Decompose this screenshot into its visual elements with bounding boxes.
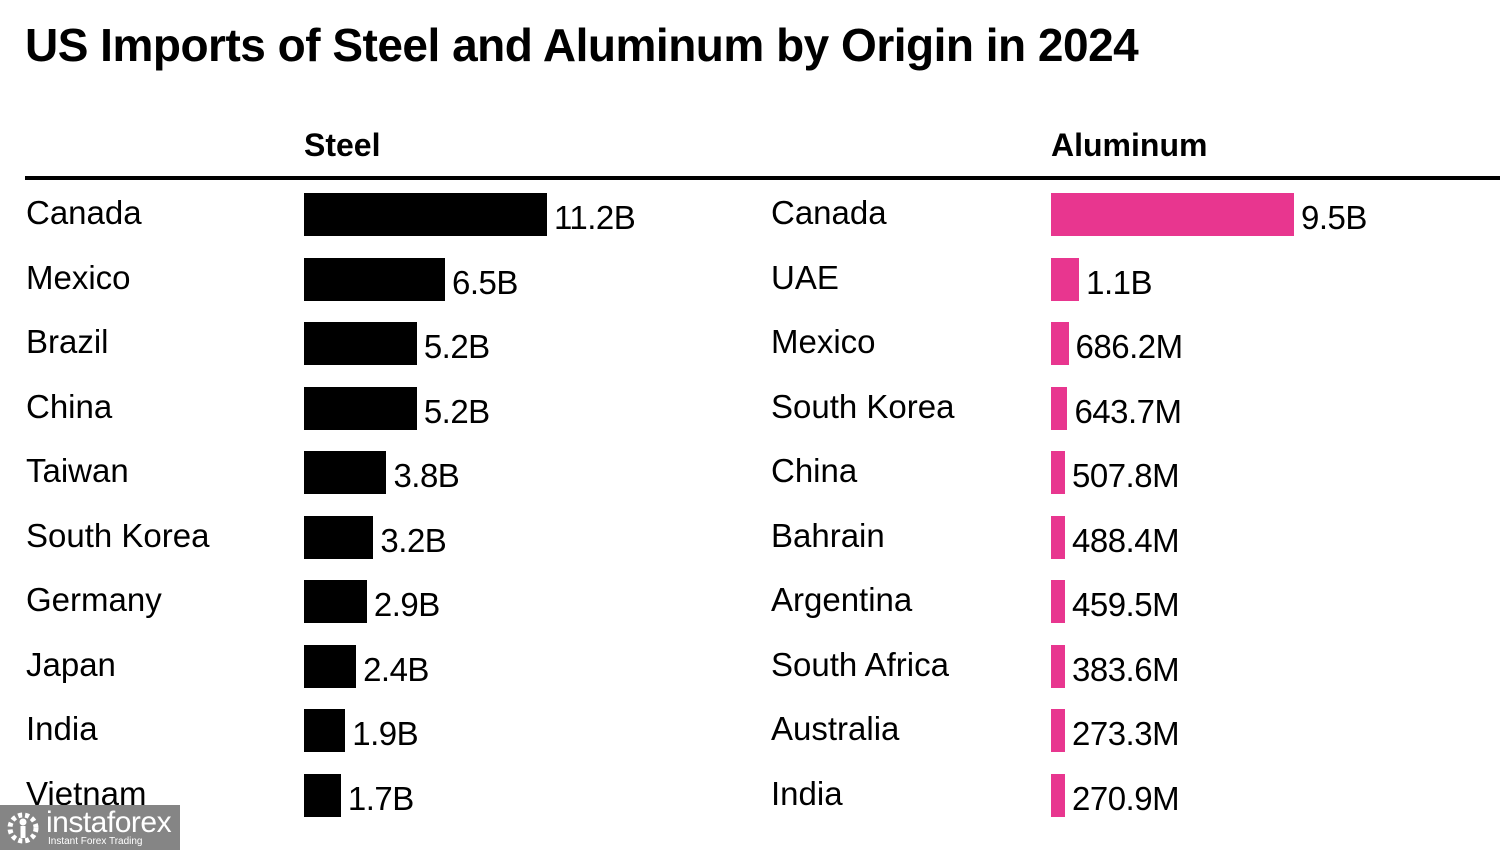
steel-bar [304, 322, 417, 365]
steel-value-label: 11.2B [554, 199, 636, 236]
aluminum-panel-heading: Aluminum [1051, 127, 1208, 163]
aluminum-value-label: 273.3M [1072, 715, 1180, 752]
steel-category-label: Taiwan [26, 452, 129, 489]
steel-value-label: 1.9B [352, 715, 419, 752]
aluminum-value-label: 9.5B [1301, 199, 1367, 236]
steel-category-label: Japan [26, 645, 116, 683]
steel-value-label: 5.2B [423, 392, 490, 430]
gear-person-icon [7, 812, 39, 844]
aluminum-value-label: 459.5M [1072, 586, 1180, 623]
steel-value-label: 5.2B [423, 328, 490, 365]
aluminum-bar [1051, 644, 1065, 688]
aluminum-category-label: Bahrain [771, 516, 885, 554]
aluminum-value-label: 270.9M [1072, 779, 1180, 817]
steel-panel-heading: Steel [304, 127, 381, 163]
aluminum-category-label: Australia [771, 710, 900, 747]
steel-value-label: 2.9B [373, 586, 440, 623]
aluminum-category-label: Canada [771, 194, 887, 231]
steel-category-label: Brazil [26, 323, 109, 360]
aluminum-value-label: 1.1B [1086, 263, 1153, 301]
header-rule [25, 176, 1500, 180]
steel-value-label: 2.4B [363, 650, 429, 688]
steel-category-label: Germany [26, 581, 162, 618]
aluminum-value-label: 383.6M [1072, 650, 1180, 688]
steel-bar [304, 709, 346, 752]
aluminum-bar [1051, 451, 1065, 494]
steel-value-label: 6.5B [452, 263, 518, 301]
aluminum-bar [1051, 322, 1069, 365]
aluminum-category-label: Argentina [771, 581, 913, 618]
aluminum-value-label: 507.8M [1072, 457, 1180, 494]
aluminum-category-label: UAE [771, 258, 839, 296]
aluminum-category-label: India [771, 774, 843, 812]
steel-value-label: 3.2B [380, 521, 447, 559]
steel-value-label: 3.8B [393, 457, 460, 494]
aluminum-bar [1051, 386, 1068, 430]
steel-bar [304, 773, 341, 817]
steel-category-label: India [26, 710, 98, 747]
aluminum-category-label: China [771, 452, 858, 489]
chart-title: US Imports of Steel and Aluminum by Orig… [25, 19, 1139, 71]
aluminum-value-label: 643.7M [1074, 392, 1182, 430]
steel-value-label: 1.7B [347, 779, 414, 817]
aluminum-bar [1051, 773, 1065, 817]
steel-bar [304, 515, 374, 559]
steel-category-label: Mexico [26, 258, 131, 296]
steel-bar [304, 193, 547, 236]
steel-category-label: China [26, 387, 113, 425]
aluminum-category-label: South Korea [771, 387, 955, 425]
watermark-brand: instaforex [46, 806, 172, 839]
aluminum-bar [1051, 193, 1294, 236]
aluminum-bar [1051, 515, 1065, 559]
aluminum-bar [1051, 257, 1080, 301]
aluminum-category-label: South Africa [771, 645, 949, 683]
aluminum-category-label: Mexico [771, 323, 876, 360]
watermark-tagline: Instant Forex Trading [48, 836, 143, 847]
steel-category-label: Canada [26, 194, 142, 231]
aluminum-value-label: 686.2M [1075, 328, 1184, 365]
steel-bar [304, 644, 357, 688]
steel-bar [304, 257, 446, 301]
aluminum-value-label: 488.4M [1072, 521, 1180, 559]
aluminum-bar [1051, 580, 1065, 623]
steel-bar [304, 386, 417, 430]
aluminum-bar [1051, 709, 1065, 752]
watermark: instaforex Instant Forex Trading [0, 805, 180, 850]
steel-bar [304, 580, 367, 623]
steel-category-label: South Korea [26, 516, 210, 554]
steel-bar [304, 451, 387, 494]
